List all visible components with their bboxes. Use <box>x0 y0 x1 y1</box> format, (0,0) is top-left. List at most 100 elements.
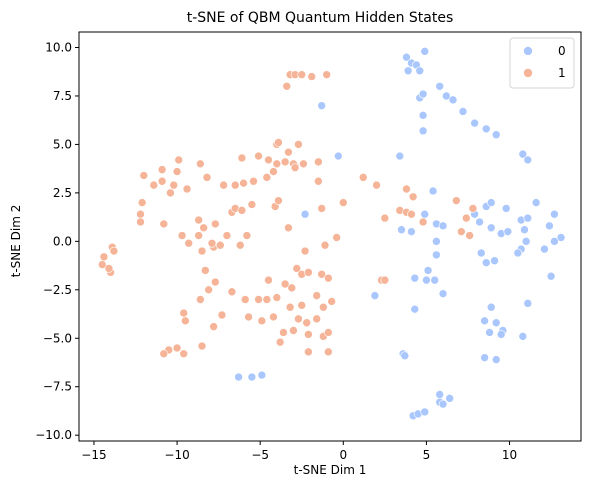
x-tick-label: −5 <box>251 448 269 462</box>
data-point-1 <box>317 204 326 213</box>
data-point-1 <box>264 275 273 285</box>
data-point-1 <box>297 70 307 79</box>
data-point-1 <box>157 165 167 174</box>
data-point-1 <box>211 277 220 287</box>
data-point-1 <box>294 140 303 149</box>
data-point-1 <box>327 297 336 306</box>
data-point-1 <box>257 316 267 326</box>
data-point-1 <box>272 159 282 169</box>
data-point-1 <box>280 157 290 167</box>
data-point-1 <box>290 163 300 172</box>
data-point-1 <box>172 167 182 176</box>
data-point-1 <box>380 275 390 285</box>
data-point-0 <box>523 299 533 308</box>
data-point-0 <box>523 155 533 165</box>
data-point-1 <box>157 176 167 186</box>
data-point-0 <box>420 209 430 219</box>
y-tick-label: −7.5 <box>43 380 72 394</box>
x-tick-label: 5 <box>423 448 431 462</box>
y-axis-label: t-SNE Dim 2 <box>9 205 23 278</box>
data-point-1 <box>338 198 348 207</box>
data-point-1 <box>197 341 207 351</box>
data-point-0 <box>540 244 549 254</box>
data-point-0 <box>470 118 479 128</box>
data-point-1 <box>275 337 285 347</box>
data-point-0 <box>531 198 541 207</box>
chart-title: t-SNE of QBM Quantum Hidden States <box>187 10 454 26</box>
data-point-1 <box>294 314 303 324</box>
data-point-1 <box>159 349 169 359</box>
data-point-1 <box>468 204 478 213</box>
data-point-1 <box>242 231 252 240</box>
data-point-1 <box>462 213 471 223</box>
data-point-0 <box>432 237 441 246</box>
data-point-1 <box>307 72 317 81</box>
data-point-1 <box>418 217 428 227</box>
data-point-1 <box>179 349 189 359</box>
data-point-0 <box>247 372 257 382</box>
data-point-1 <box>324 273 333 283</box>
y-tick-label: −10.0 <box>35 428 72 442</box>
data-point-0 <box>556 233 566 242</box>
data-point-0 <box>300 209 310 219</box>
data-point-0 <box>503 227 513 236</box>
data-point-1 <box>166 188 175 198</box>
data-point-1 <box>174 155 184 165</box>
y-axis: −10.0 −7.5 −5.0 −2.5 0.0 2.5 5.0 7.5 10.0 <box>35 41 79 442</box>
data-point-0 <box>410 304 420 314</box>
data-point-1 <box>314 176 323 186</box>
data-point-1 <box>247 200 257 209</box>
data-point-1 <box>182 184 192 194</box>
data-point-1 <box>179 308 189 318</box>
legend-label-0: 0 <box>558 44 566 58</box>
data-point-0 <box>491 355 501 364</box>
data-point-0 <box>407 227 416 236</box>
x-tick-label: 0 <box>339 448 347 462</box>
data-point-0 <box>257 370 267 380</box>
legend-marker-0 <box>523 46 533 56</box>
data-point-1 <box>215 240 225 250</box>
data-point-0 <box>423 266 433 275</box>
data-point-0 <box>486 198 496 207</box>
data-point-1 <box>139 171 149 180</box>
x-tick-label: −10 <box>164 448 189 462</box>
y-tick-label: 0.0 <box>53 234 72 248</box>
x-axis: −15 −10 −5 0 5 10 <box>81 441 517 462</box>
data-point-1 <box>465 231 474 240</box>
data-point-1 <box>196 295 205 304</box>
data-point-0 <box>420 407 430 417</box>
data-point-0 <box>496 330 506 339</box>
data-point-1 <box>407 209 416 219</box>
data-point-1 <box>217 310 227 320</box>
y-tick-label: −5.0 <box>43 331 72 345</box>
data-point-1 <box>332 233 341 242</box>
legend: 01 <box>509 37 575 89</box>
data-point-0 <box>518 332 528 341</box>
data-point-0 <box>476 248 486 258</box>
data-point-1 <box>184 238 194 248</box>
data-point-0 <box>438 399 448 409</box>
data-point-1 <box>254 151 263 161</box>
data-point-0 <box>445 394 454 403</box>
data-point-0 <box>545 221 554 231</box>
data-point-1 <box>269 167 278 176</box>
data-point-1 <box>109 246 119 256</box>
y-tick-label: 2.5 <box>53 186 72 200</box>
data-point-0 <box>415 66 425 76</box>
data-point-0 <box>501 204 511 213</box>
data-point-0 <box>546 271 556 281</box>
x-axis-label: t-SNE Dim 1 <box>294 463 367 477</box>
data-point-0 <box>438 289 448 298</box>
data-point-0 <box>400 351 410 361</box>
data-point-1 <box>254 295 263 304</box>
data-point-1 <box>304 347 313 357</box>
data-point-0 <box>513 248 523 258</box>
data-point-1 <box>358 173 368 182</box>
data-point-1 <box>320 240 330 250</box>
data-point-0 <box>435 81 445 91</box>
data-point-0 <box>448 95 458 105</box>
data-point-1 <box>284 223 293 233</box>
data-point-0 <box>518 149 528 159</box>
data-point-0 <box>418 111 428 120</box>
